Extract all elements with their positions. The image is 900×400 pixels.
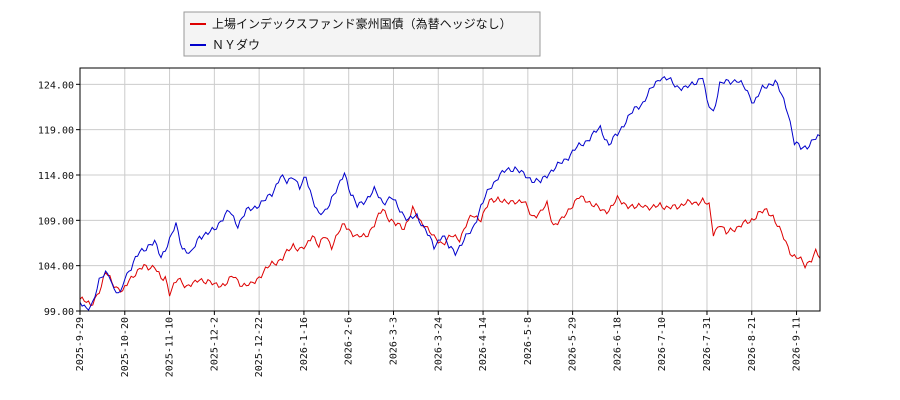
x-tick-label: 2025-12-2 — [209, 317, 220, 371]
x-tick-label: 2026-4-14 — [478, 317, 489, 371]
x-tick-label: 2025-11-10 — [165, 317, 176, 377]
series-line-1 — [79, 75, 821, 311]
legend-label-0: 上場インデックスファンド豪州国債（為替ヘッジなし） — [212, 16, 512, 31]
x-tick-label: 2026-9-11 — [792, 317, 803, 371]
series-line-0 — [79, 194, 821, 307]
y-tick-label: 109.00 — [38, 216, 74, 227]
legend: 上場インデックスファンド豪州国債（為替ヘッジなし） ＮＹダウ — [183, 11, 541, 57]
y-tick-label: 119.00 — [38, 126, 74, 137]
x-tick-label: 2025-9-29 — [75, 317, 86, 371]
x-tick-label: 2026-7-31 — [702, 317, 713, 371]
x-tick-label: 2026-7-10 — [657, 317, 668, 371]
y-axis-ticks: 99.00 104.00 109.00 114.00 119.00 124.00 — [38, 80, 80, 318]
x-tick-label: 2026-3-24 — [433, 317, 444, 371]
y-tick-label: 124.00 — [38, 80, 74, 91]
x-tick-label: 2025-12-22 — [254, 317, 265, 377]
x-tick-label: 2026-1-16 — [299, 317, 310, 371]
x-tick-label: 2026-8-21 — [747, 317, 758, 371]
x-tick-label: 2026-2-6 — [344, 317, 355, 365]
series-layer — [79, 75, 821, 311]
x-tick-label: 2026-6-18 — [612, 317, 623, 371]
x-tick-label: 2026-5-29 — [568, 317, 579, 371]
x-tick-label: 2025-10-20 — [120, 317, 131, 377]
y-tick-label: 104.00 — [38, 262, 74, 273]
x-tick-label: 2026-5-8 — [523, 317, 534, 365]
legend-box — [183, 11, 541, 57]
plot-frame — [79, 67, 821, 312]
x-tick-label: 2026-3-3 — [388, 317, 399, 365]
plot-area — [80, 68, 820, 311]
y-tick-label: 114.00 — [38, 171, 74, 182]
x-axis-ticks: 2025-9-29 2025-10-20 2025-11-10 2025-12-2 20… — [75, 311, 803, 377]
y-tick-label: 99.00 — [44, 307, 74, 318]
legend-label-1: ＮＹダウ — [212, 37, 260, 52]
